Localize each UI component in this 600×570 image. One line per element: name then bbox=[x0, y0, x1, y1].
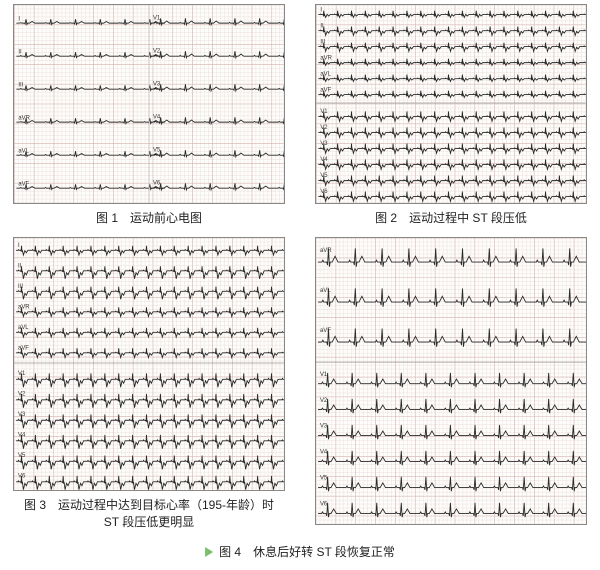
ecg-panel-2: IIIIIIaVRaVLaVFV1V2V3V4V5V6 bbox=[315, 4, 587, 204]
svg-text:V5: V5 bbox=[18, 453, 26, 459]
ecg-trace-4: aVR aVL aVF V1 V2 V3 V4 V5 V6 bbox=[316, 238, 586, 524]
svg-text:V1: V1 bbox=[320, 109, 328, 115]
svg-text:V2: V2 bbox=[153, 49, 160, 55]
svg-text:II: II bbox=[18, 263, 22, 269]
svg-text:V5: V5 bbox=[320, 476, 328, 482]
svg-text:V3: V3 bbox=[153, 82, 161, 88]
triangle-icon bbox=[205, 547, 213, 557]
ecg-panel-4: aVR aVL aVF V1 V2 V3 V4 V5 V6 bbox=[315, 237, 587, 525]
caption-3-main: 图 3 运动过程中达到目标心率（195-年龄）时 bbox=[24, 498, 274, 512]
svg-text:V3: V3 bbox=[18, 412, 26, 418]
caption-3: 图 3 运动过程中达到目标心率（195-年龄）时 ST 段压低更明显 bbox=[24, 497, 274, 531]
svg-text:V5: V5 bbox=[153, 148, 161, 154]
caption-3-sub: ST 段压低更明显 bbox=[24, 514, 274, 531]
caption-4-row: 图 4 休息后好转 ST 段恢复正常 bbox=[205, 543, 395, 560]
svg-text:V6: V6 bbox=[320, 189, 328, 195]
svg-text:V1: V1 bbox=[18, 371, 26, 377]
svg-text:I: I bbox=[18, 16, 20, 22]
svg-text:V4: V4 bbox=[320, 450, 328, 456]
svg-text:V6: V6 bbox=[18, 473, 26, 479]
svg-text:V3: V3 bbox=[320, 424, 328, 430]
svg-text:V5: V5 bbox=[320, 173, 328, 179]
svg-text:aVR: aVR bbox=[320, 248, 332, 254]
svg-text:III: III bbox=[18, 82, 23, 88]
svg-text:II: II bbox=[18, 49, 22, 55]
svg-text:V2: V2 bbox=[320, 125, 327, 131]
figure-grid: IIIIIIaVRaVLaVFV1V2V3V4V5V6 图 1 运动前心电图 I… bbox=[0, 0, 600, 534]
svg-text:aVL: aVL bbox=[18, 148, 29, 154]
svg-text:V4: V4 bbox=[153, 115, 161, 121]
svg-text:V2: V2 bbox=[320, 398, 327, 404]
svg-text:V1: V1 bbox=[320, 372, 328, 378]
figure-2: IIIIIIaVRaVLaVFV1V2V3V4V5V6 图 2 运动过程中 ST… bbox=[310, 4, 592, 227]
svg-text:V6: V6 bbox=[153, 181, 161, 187]
svg-text:III: III bbox=[320, 40, 325, 46]
ecg-trace-3: IIIIIIaVRaVLaVFV1V2V3V4V5V6 bbox=[14, 238, 284, 490]
svg-text:V1: V1 bbox=[153, 16, 161, 22]
svg-text:aVF: aVF bbox=[320, 328, 331, 334]
figure-3: IIIIIIaVRaVLaVFV1V2V3V4V5V6 图 3 运动过程中达到目… bbox=[8, 237, 290, 531]
svg-text:aVF: aVF bbox=[320, 88, 331, 94]
svg-text:aVF: aVF bbox=[18, 345, 29, 351]
svg-text:V2: V2 bbox=[18, 391, 25, 397]
svg-text:V3: V3 bbox=[320, 141, 328, 147]
svg-text:aVR: aVR bbox=[18, 115, 30, 121]
svg-text:V4: V4 bbox=[18, 432, 26, 438]
svg-text:aVR: aVR bbox=[18, 304, 30, 310]
svg-text:III: III bbox=[18, 284, 23, 290]
svg-text:aVF: aVF bbox=[18, 181, 29, 187]
ecg-trace-1: IIIIIIaVRaVLaVFV1V2V3V4V5V6 bbox=[14, 5, 284, 203]
caption-1: 图 1 运动前心电图 bbox=[96, 210, 202, 227]
caption-4: 图 4 休息后好转 ST 段恢复正常 bbox=[219, 543, 395, 560]
svg-text:aVL: aVL bbox=[18, 325, 29, 331]
figure-4: aVR aVL aVF V1 V2 V3 V4 V5 V6 bbox=[310, 237, 592, 531]
svg-text:V6: V6 bbox=[320, 501, 328, 507]
figure-1: IIIIIIaVRaVLaVFV1V2V3V4V5V6 图 1 运动前心电图 bbox=[8, 4, 290, 227]
ecg-trace-2: IIIIIIaVRaVLaVFV1V2V3V4V5V6 bbox=[316, 5, 586, 203]
svg-text:II: II bbox=[320, 24, 324, 30]
svg-text:aVL: aVL bbox=[320, 288, 331, 294]
svg-text:V4: V4 bbox=[320, 157, 328, 163]
caption-2: 图 2 运动过程中 ST 段压低 bbox=[375, 210, 527, 227]
ecg-panel-3: IIIIIIaVRaVLaVFV1V2V3V4V5V6 bbox=[13, 237, 285, 491]
svg-text:aVL: aVL bbox=[320, 72, 331, 78]
svg-text:aVR: aVR bbox=[320, 56, 332, 62]
ecg-panel-1: IIIIIIaVRaVLaVFV1V2V3V4V5V6 bbox=[13, 4, 285, 204]
